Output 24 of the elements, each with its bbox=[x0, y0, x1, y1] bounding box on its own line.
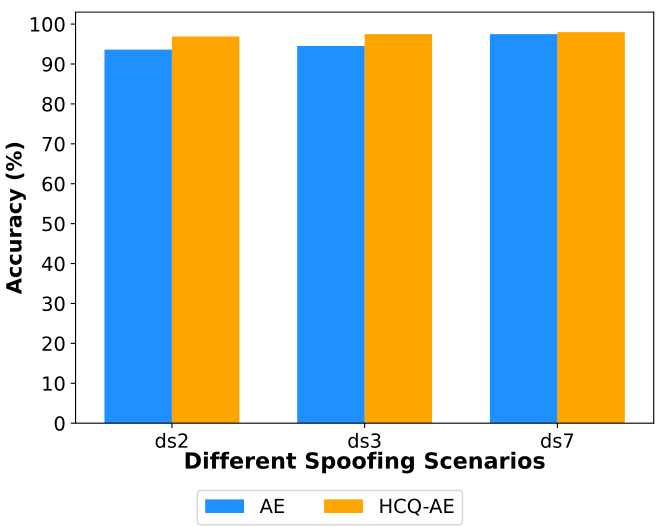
bar bbox=[297, 46, 365, 424]
y-tick-label: 50 bbox=[42, 216, 65, 232]
x-tick-label: ds7 bbox=[541, 432, 574, 448]
y-tick-label: 40 bbox=[42, 256, 65, 272]
y-tick-label: 20 bbox=[42, 336, 65, 352]
y-tick-label: 70 bbox=[42, 136, 65, 152]
bar bbox=[490, 34, 558, 424]
legend-label: HCQ-AE bbox=[380, 498, 454, 516]
y-axis-title: Accuracy (%) bbox=[6, 142, 26, 294]
x-tick-label: ds3 bbox=[348, 432, 380, 448]
y-tick-label: 0 bbox=[54, 416, 65, 431]
x-axis-title: Different Spoofing Scenarios bbox=[186, 452, 545, 474]
bar bbox=[172, 36, 240, 424]
y-tick-label: 10 bbox=[43, 376, 65, 391]
y-tick-label: 60 bbox=[42, 176, 65, 192]
y-tick-label: 100 bbox=[30, 17, 65, 32]
legend-label: AE bbox=[260, 498, 284, 514]
bar bbox=[104, 50, 172, 424]
bar bbox=[364, 34, 432, 424]
y-tick-label: 30 bbox=[42, 296, 65, 312]
y-tick-label: 90 bbox=[42, 56, 65, 72]
y-tick-label: 80 bbox=[42, 96, 65, 112]
bar bbox=[557, 32, 625, 424]
x-tick-label: ds2 bbox=[156, 432, 188, 448]
